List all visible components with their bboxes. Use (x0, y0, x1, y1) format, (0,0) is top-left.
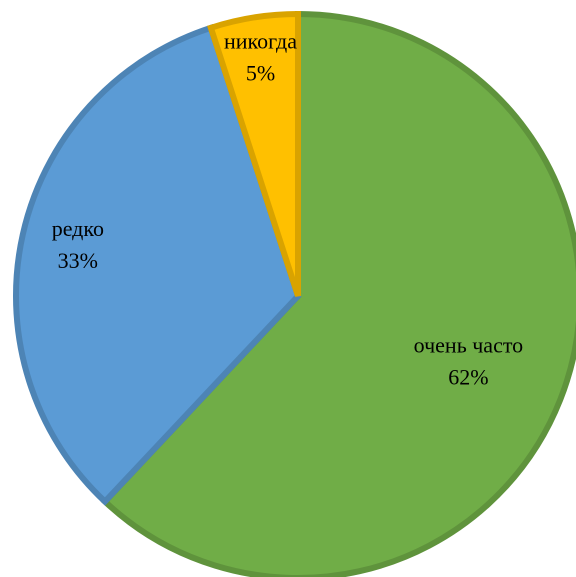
value-label: 62% (448, 365, 488, 390)
pie-slice (100, 10, 576, 577)
pie-slice (13, 24, 302, 506)
slice-label: никогда (224, 28, 297, 53)
value-label: 5% (246, 60, 275, 85)
slice-label: очень часто (414, 333, 523, 358)
slice-label: редко (52, 216, 104, 241)
pie-slice (207, 10, 301, 297)
value-label: 33% (58, 248, 98, 273)
